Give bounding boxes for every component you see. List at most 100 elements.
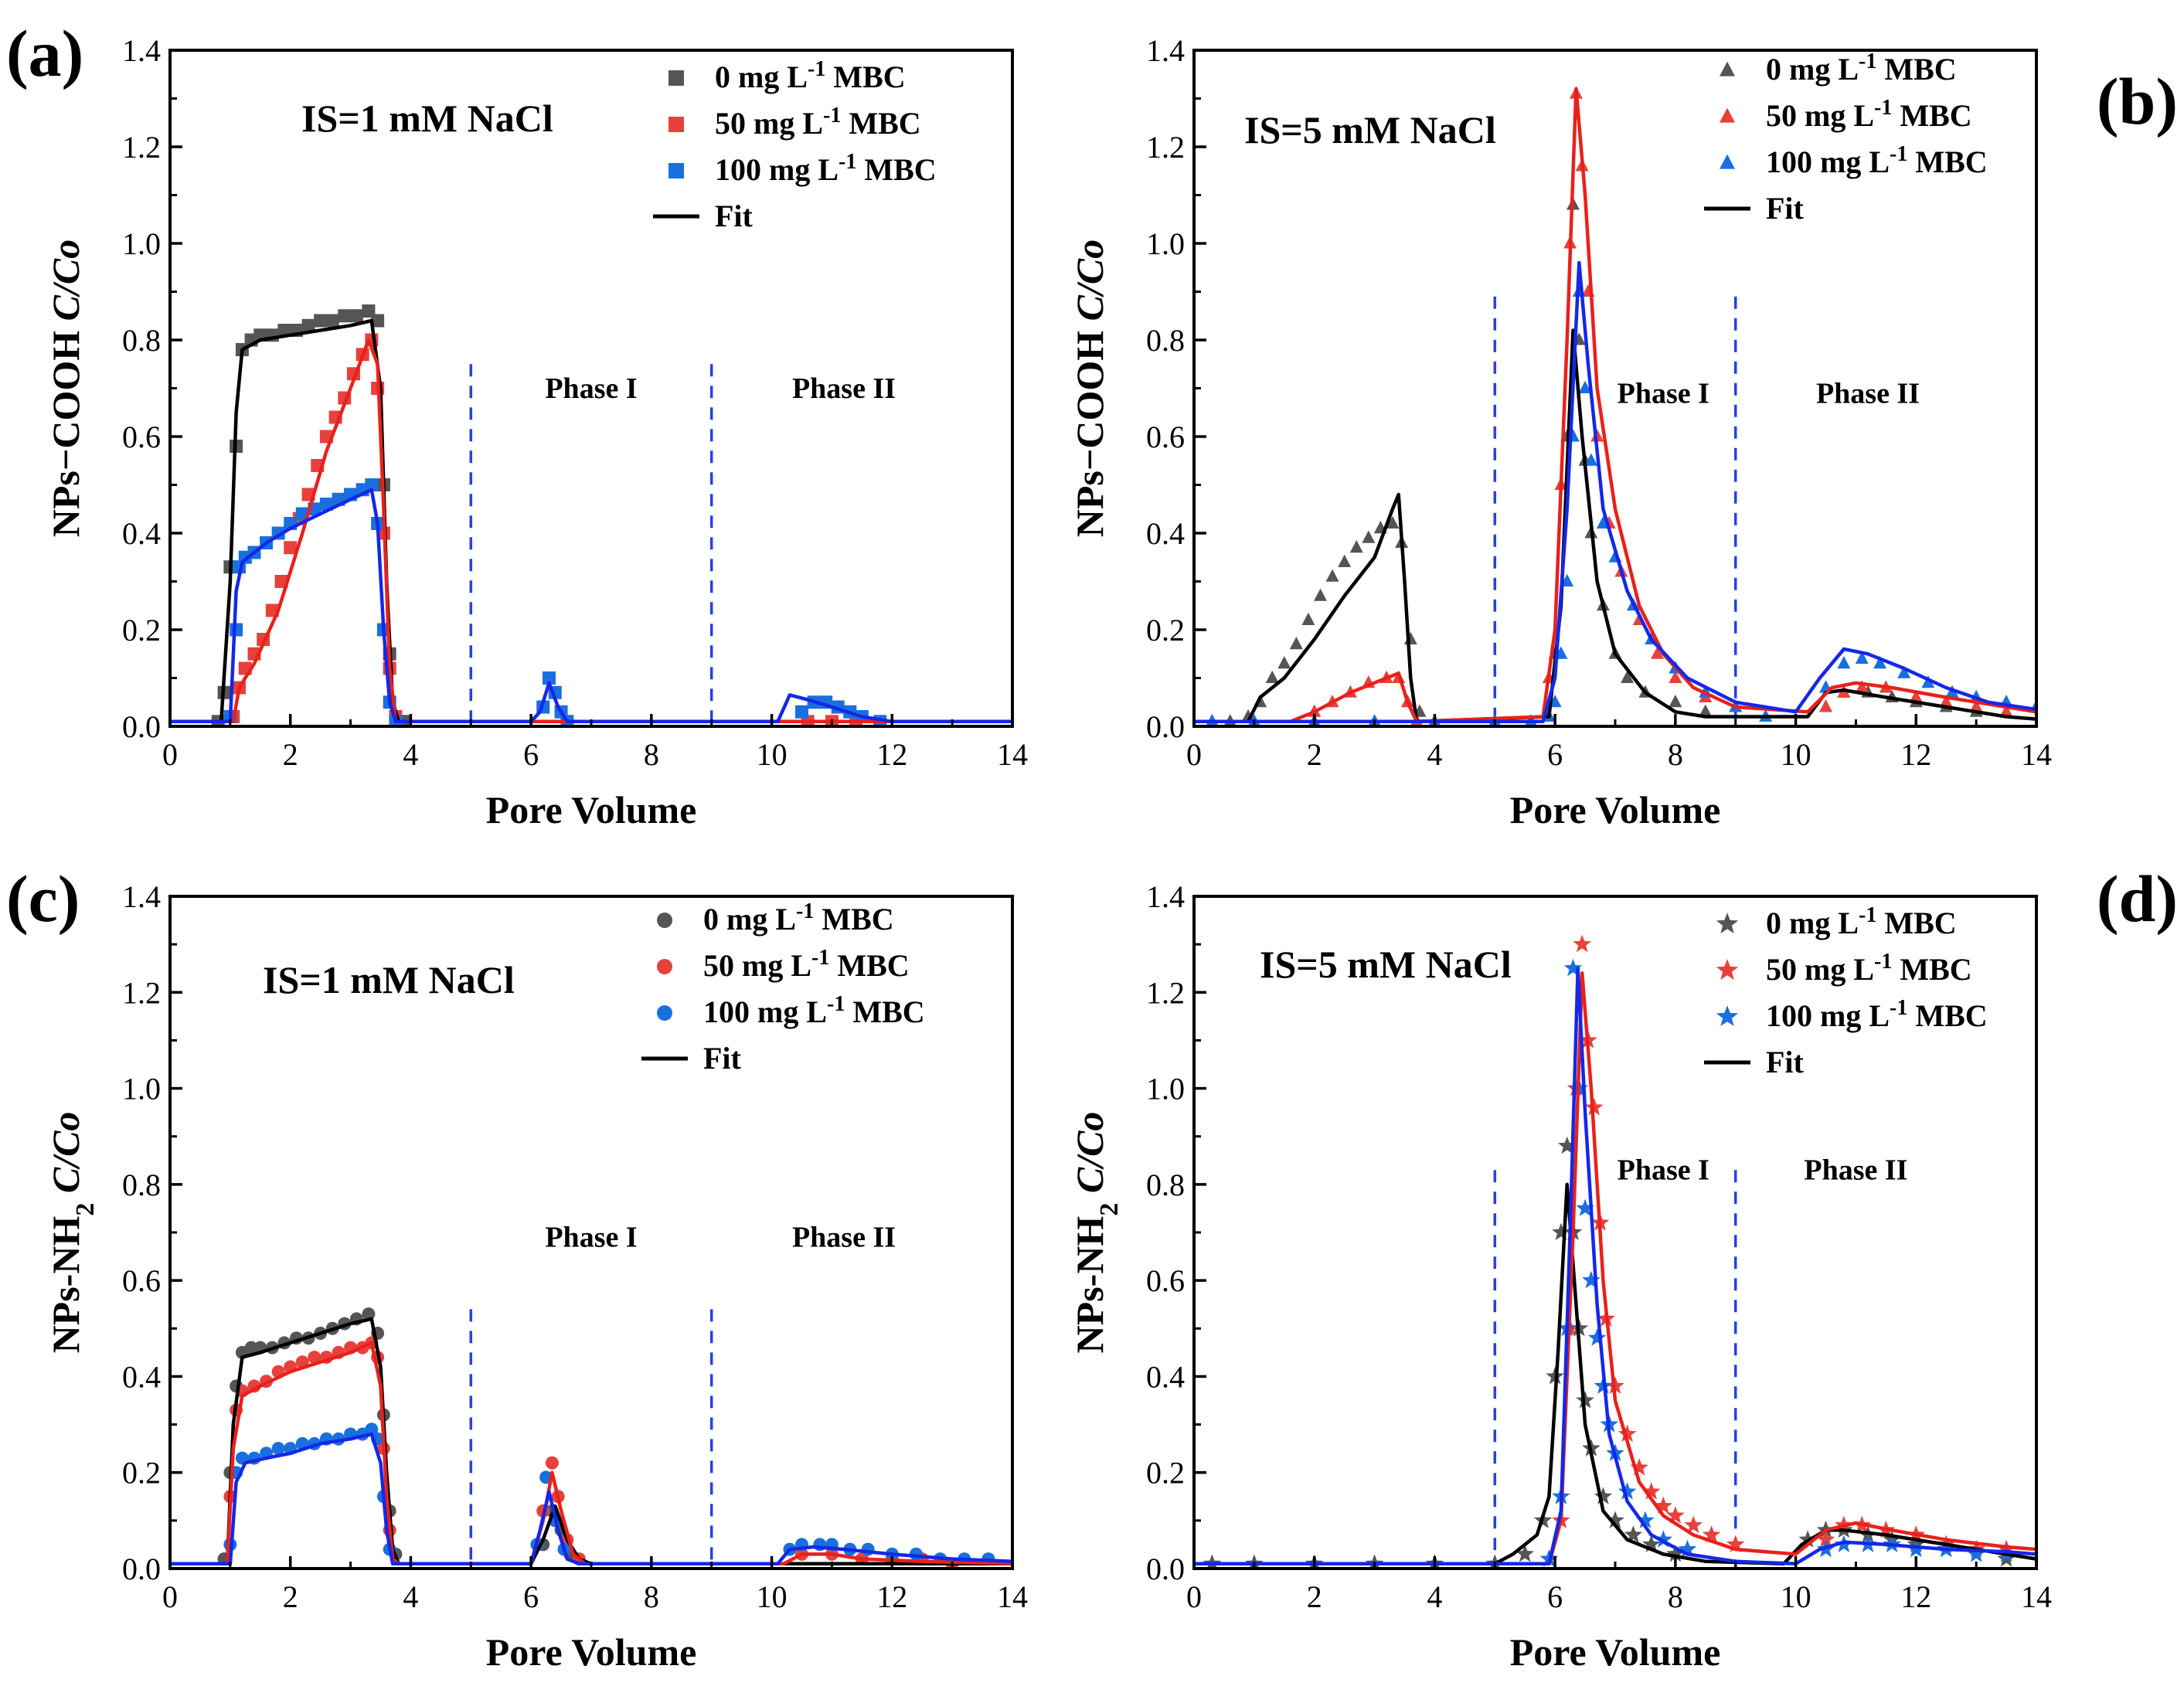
y-tick-label: 0.6 [122, 1263, 161, 1298]
data-point [1798, 1530, 1817, 1548]
y-tick-label: 1.2 [1146, 975, 1185, 1010]
fit-line [1194, 328, 2036, 724]
panel-label: (b) [2097, 64, 2178, 138]
legend-label: 0 mg L-1 MBC [715, 57, 906, 95]
legend-marker [668, 163, 684, 178]
y-tick-label: 0.8 [122, 323, 161, 358]
legend-label: 100 mg L-1 MBC [715, 150, 937, 188]
legend-fit-label: Fit [703, 1041, 742, 1076]
legend-marker [1720, 154, 1735, 169]
data-point [1702, 1525, 1721, 1543]
legend-marker [1720, 61, 1735, 76]
condition-annotation: IS=5 mM NaCl [1260, 943, 1512, 986]
legend-marker [657, 959, 672, 974]
y-tick-label: 0.4 [1146, 1359, 1185, 1394]
data-point [1485, 1554, 1505, 1569]
data-point [325, 314, 339, 328]
data-point [1969, 699, 1983, 712]
data-point [1594, 1487, 1613, 1504]
legend-marker [1716, 1005, 1739, 1026]
data-point [1897, 665, 1911, 678]
y-tick-label: 0.0 [122, 709, 161, 744]
data-point [1669, 695, 1682, 708]
y-tick-label: 1.2 [122, 975, 161, 1010]
data-point [1578, 380, 1592, 393]
y-tick-label: 1.0 [122, 226, 161, 261]
fit-line [170, 338, 1012, 724]
x-tick-label: 2 [283, 1579, 298, 1614]
data-point [1699, 704, 1713, 717]
x-tick-label: 14 [997, 737, 1028, 772]
x-axis-title: Pore Volume [486, 788, 697, 831]
fit-line [1194, 260, 2036, 724]
x-tick-label: 8 [1668, 1579, 1683, 1614]
legend-fit-label: Fit [715, 199, 754, 233]
chart-panel-d: (d) Phase I Phase II 0 2 4 6 8 10 12 14 0.0 0.2 0.4 0.… [1068, 862, 2178, 1674]
legend-marker [1716, 913, 1739, 933]
data-point [1641, 1482, 1661, 1500]
data-point [1999, 704, 2013, 717]
data-point [1855, 651, 1869, 664]
data-point [1516, 1545, 1534, 1562]
fit-line [170, 1432, 1012, 1566]
x-tick-label: 6 [523, 737, 539, 772]
x-tick-label: 2 [283, 737, 298, 772]
data-point [1573, 934, 1591, 953]
data-point [271, 1442, 285, 1456]
x-tick-label: 4 [403, 737, 418, 772]
legend-label: 100 mg L-1 MBC [1766, 996, 1988, 1034]
x-tick-label: 0 [1186, 737, 1202, 772]
x-tick-label: 8 [1668, 737, 1683, 772]
x-axis-title: Pore Volume [1510, 1630, 1721, 1674]
legend: 0 mg L-1 MBC 50 mg L-1 MBC 100 mg L-1 MBC F… [1704, 49, 1988, 226]
data-point [1277, 656, 1291, 669]
data-point [1654, 1530, 1673, 1548]
y-tick-label: 0.2 [122, 1456, 161, 1491]
panel-label: (c) [6, 862, 80, 936]
x-tick-label: 10 [757, 737, 788, 772]
x-tick-label: 4 [1427, 1579, 1442, 1614]
legend: 0 mg L-1 MBC 50 mg L-1 MBC 100 mg L-1 MBC F… [641, 899, 925, 1076]
legend-marker [668, 117, 684, 132]
condition-annotation: IS=5 mM NaCl [1244, 108, 1496, 151]
panel-label: (d) [2097, 862, 2178, 936]
data-point [1654, 1496, 1673, 1514]
fit-line [1194, 1182, 2036, 1566]
y-tick-label: 1.2 [1146, 130, 1185, 165]
legend-marker [657, 913, 672, 928]
legend-label: 0 mg L-1 MBC [1766, 49, 1957, 87]
data-point [1837, 656, 1851, 669]
legend: 0 mg L-1 MBC 50 mg L-1 MBC 100 mg L-1 MBC F… [653, 57, 937, 233]
data-point [1651, 646, 1664, 659]
data-point [1585, 1098, 1604, 1116]
fit-line [170, 488, 1012, 724]
data-point [1855, 680, 1869, 693]
data-point [1606, 1511, 1624, 1528]
x-tick-label: 10 [1781, 1579, 1811, 1614]
y-tick-label: 0.2 [1146, 613, 1185, 648]
data-point [1666, 1506, 1685, 1524]
data-point [1403, 631, 1417, 644]
data-point [365, 1423, 379, 1436]
data-point [1560, 573, 1574, 586]
phase-label: Phase II [1816, 377, 1920, 410]
fit-line [1194, 87, 2036, 724]
legend: 0 mg L-1 MBC 50 mg L-1 MBC 100 mg L-1 MBC F… [1704, 903, 1988, 1079]
data-point [1325, 569, 1339, 582]
data-point [543, 671, 556, 685]
axes-frame [1192, 895, 2038, 1570]
data-point [308, 1351, 321, 1365]
x-tick-label: 8 [644, 737, 659, 772]
data-point [1576, 1391, 1594, 1409]
data-point [1669, 670, 1682, 683]
data-point [1624, 1525, 1643, 1543]
x-tick-label: 0 [162, 1579, 178, 1614]
data-point [1678, 1539, 1697, 1558]
chart-panel-a: (a) Phase I Phase II 0 2 4 6 8 10 12 14 0.0 0.2 0.4 0.… [6, 16, 1028, 831]
phase-label: Phase I [545, 372, 637, 405]
data-point [365, 478, 379, 491]
plot-area [1194, 934, 2036, 1569]
x-tick-label: 10 [1781, 737, 1811, 772]
data-point [1587, 1328, 1607, 1346]
panel-label: (a) [6, 16, 83, 90]
